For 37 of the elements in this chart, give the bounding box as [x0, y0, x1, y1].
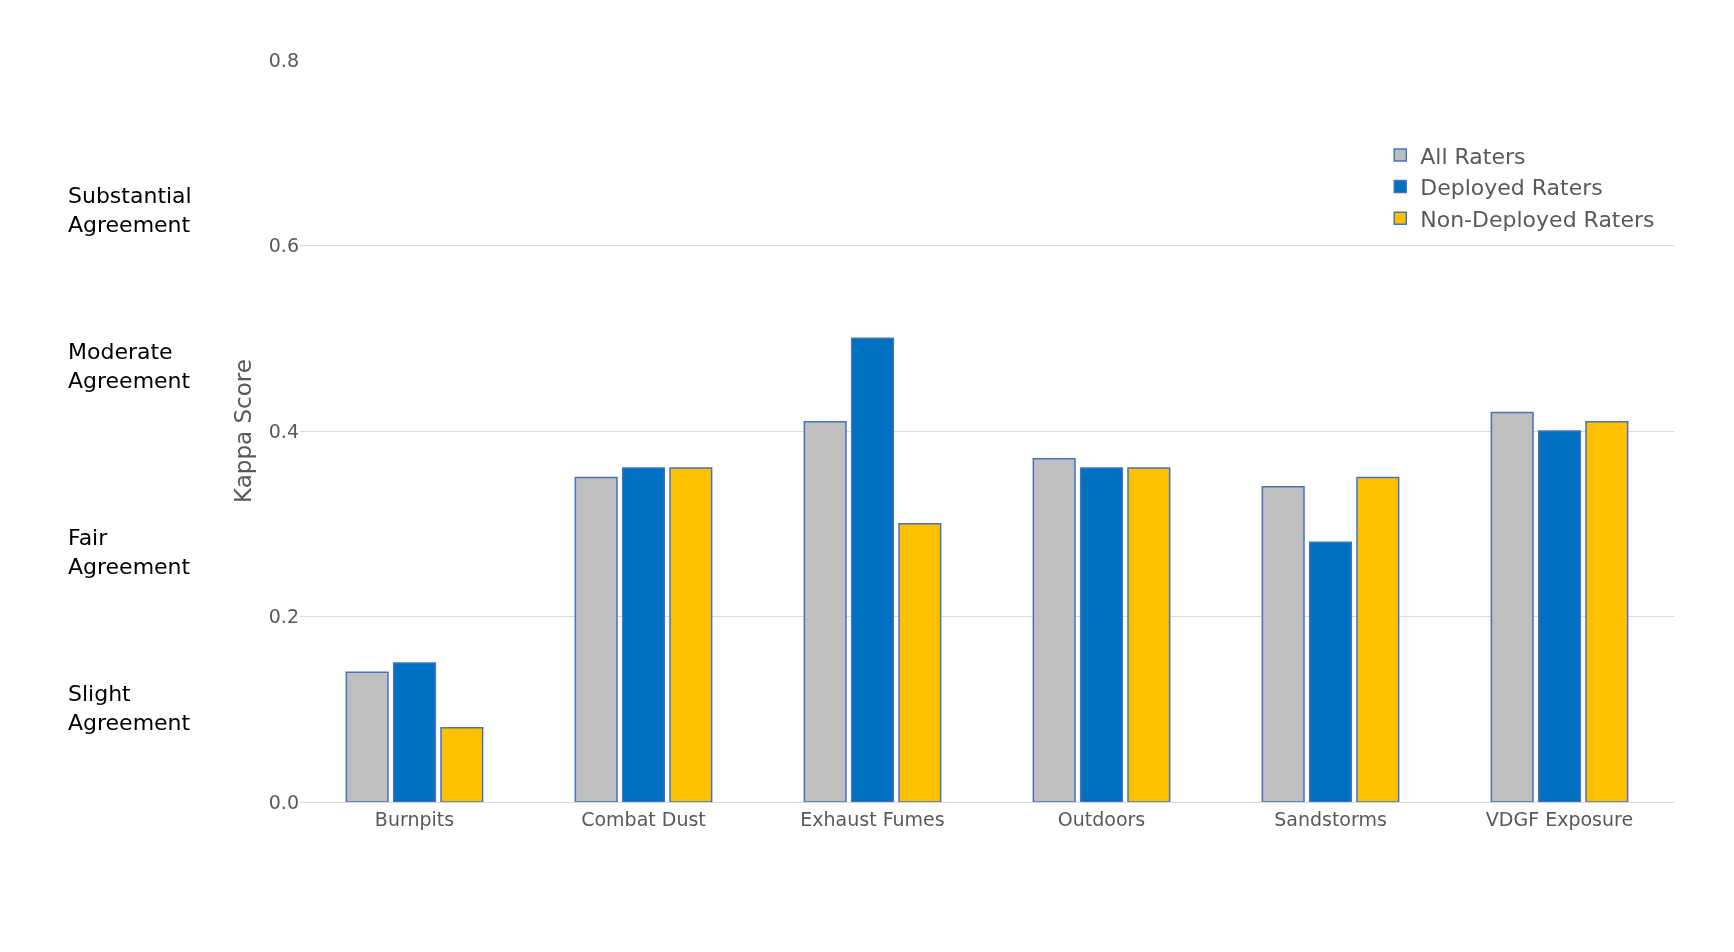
legend-label: All Raters — [1420, 143, 1526, 169]
text: Slight Agreement — [68, 681, 191, 735]
bar — [898, 523, 942, 802]
bar — [440, 727, 484, 802]
legend-label: Non-Deployed Raters — [1420, 206, 1655, 232]
bar — [1308, 541, 1353, 802]
bar — [1537, 430, 1582, 802]
x-tick-label: Outdoors — [1057, 807, 1146, 830]
y-tick-label: 0.6 — [268, 234, 299, 257]
bar — [1032, 458, 1076, 802]
bar — [621, 467, 666, 802]
text: Moderate Agreement — [68, 339, 191, 393]
bar — [669, 467, 713, 802]
bar — [1261, 485, 1305, 802]
y-tick-label: 0.8 — [268, 48, 299, 71]
bar — [574, 476, 618, 802]
y-tick-label: 0.0 — [268, 790, 299, 813]
y-tick-label: 0.4 — [268, 419, 299, 442]
y-axis-title: Kappa Score — [230, 359, 257, 503]
x-tick-label: Burnpits — [374, 807, 455, 830]
y-tick-label: 0.2 — [268, 605, 299, 628]
x-tick-label: Combat Dust — [581, 807, 706, 830]
bar — [803, 420, 847, 802]
bar — [1079, 467, 1124, 802]
x-tick-label: Exhaust Fumes — [800, 807, 945, 830]
bar — [345, 671, 389, 802]
bar — [1127, 467, 1171, 802]
bar — [1356, 476, 1400, 802]
bar — [1490, 411, 1534, 802]
legend-label: Deployed Raters — [1420, 175, 1603, 201]
bar — [1585, 420, 1629, 802]
x-tick-label: Sandstorms — [1274, 807, 1387, 830]
x-tick-label: VDGF Exposure — [1485, 807, 1634, 830]
bar — [850, 337, 895, 802]
text: Fair Agreement — [68, 525, 191, 579]
bar — [392, 662, 437, 802]
text: Substantial Agreement — [68, 183, 192, 237]
